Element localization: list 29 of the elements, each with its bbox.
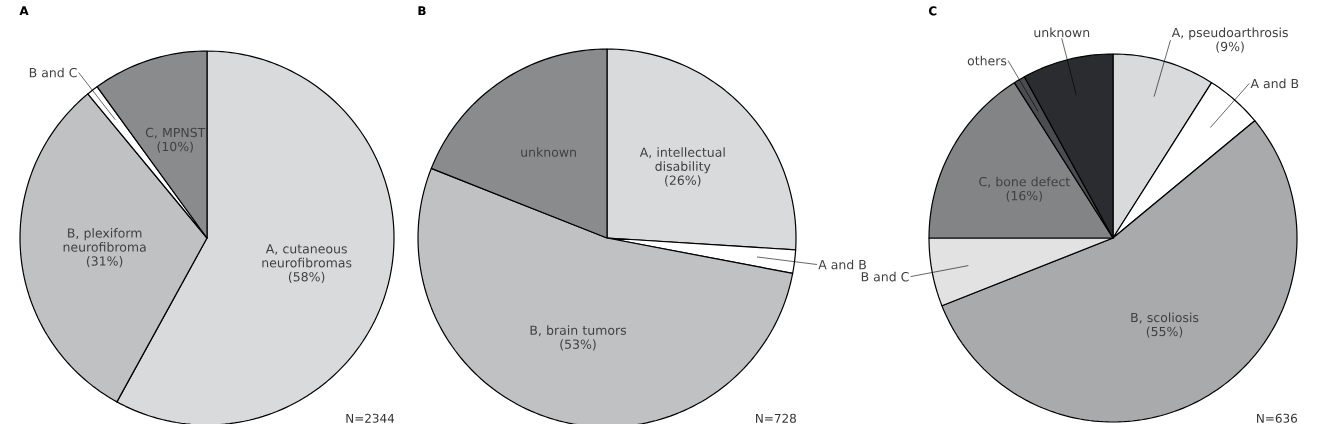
slice-label: B, plexiform neurofibroma [63,228,146,252]
text: N=2344 [346,413,395,423]
slice-label: unknown [1034,27,1090,38]
data-label: (53%) [560,339,596,351]
slice-label: C, MPNST [145,127,206,139]
slice-label: B, scoliosis [1131,312,1199,324]
chart-title: C [928,6,937,16]
data-label: (10%) [157,141,193,153]
slice-label: C, bone defect [979,176,1070,188]
text: N=636 [1257,413,1298,423]
data-label: (9%) [1216,41,1244,53]
text: N=728 [756,413,796,423]
slice-label: A, pseudoarthrosis [1171,27,1288,40]
slice-label: A and B [1250,78,1299,89]
chart-title: A [19,6,29,16]
data-label: (55%) [1146,326,1183,338]
slice-label: unknown [521,147,576,157]
slice-label: A, cutaneous neurofibromas [262,244,352,268]
chart-title: B [418,6,426,16]
data-label: (16%) [1006,190,1042,202]
data-label: (26%) [665,175,701,187]
slice-label: A, intellectual disability [639,147,725,174]
slice-label: A and B [818,259,866,270]
data-label: (31%) [86,256,123,268]
slice-label: B, brain tumors [530,325,627,337]
slice-label: others [967,55,1007,66]
slice-label: B and C [29,67,77,78]
slice-label: B and C [861,271,909,282]
data-label: (58%) [288,271,325,283]
